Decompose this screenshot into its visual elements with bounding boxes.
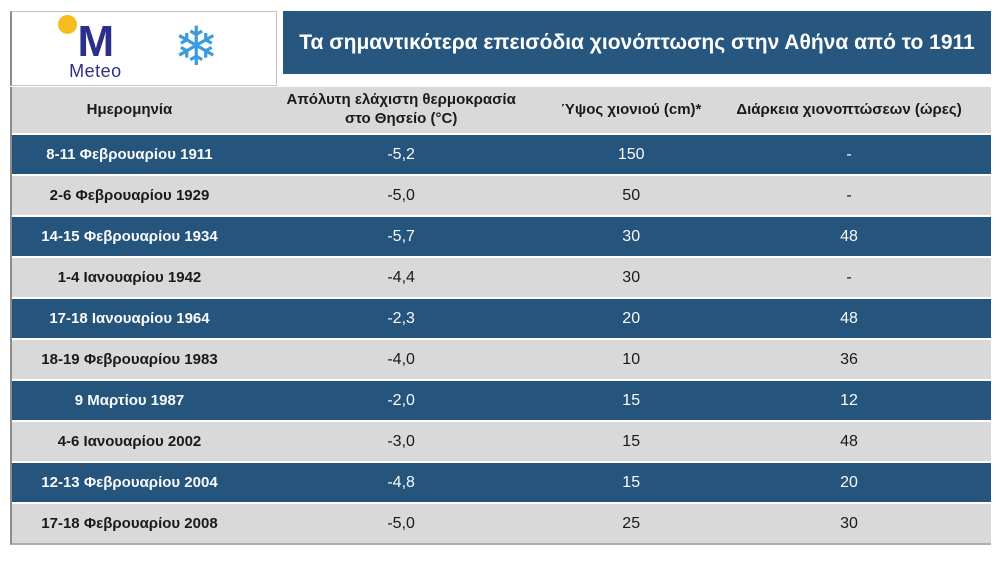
cell-min-temperature: -5,0 [387,186,415,204]
cell-snow-height: 10 [622,350,641,368]
meteo-logo-box: M Meteo ❄ [10,11,277,86]
header-snow-height: Ύψος χιονιού (cm)* [561,100,702,118]
cell-snowfall-duration: 30 [840,514,858,532]
cell-snowfall-duration: - [846,268,852,286]
snowflake-icon: ❄ [173,16,219,77]
cell-snow-height: 50 [622,186,641,204]
cell-snow-height: 150 [617,145,645,163]
cell-snowfall-duration: 20 [840,473,858,491]
cell-snowfall-duration: - [846,186,852,204]
table-row: 9 Μαρτίου 1987 -2,0 15 12 [12,381,991,420]
snowfall-table: Ημερομηνία Απόλυτη ελάχιστη θερμοκρασία … [10,87,991,545]
table-row: 12-13 Φεβρουαρίου 2004 -4,8 15 20 [12,463,991,502]
cell-snowfall-duration: - [846,145,852,163]
cell-min-temperature: -4,4 [387,268,415,286]
cell-snow-height: 25 [622,514,641,532]
cell-date: 14-15 Φεβρουαρίου 1934 [41,228,218,245]
cell-min-temperature: -2,0 [387,391,415,409]
cell-min-temperature: -5,2 [387,145,415,163]
cell-min-temperature: -4,8 [387,473,415,491]
meteo-wordmark: Meteo [69,61,122,82]
cell-snow-height: 15 [622,473,641,491]
cell-snow-height: 30 [622,227,641,245]
cell-date: 2-6 Φεβρουαρίου 1929 [49,187,210,204]
table-row: 17-18 Φεβρουαρίου 2008 -5,0 25 30 [12,504,991,543]
cell-min-temperature: -4,0 [387,350,415,368]
table-row: 4-6 Ιανουαρίου 2002 -3,0 15 48 [12,422,991,461]
table-row: 18-19 Φεβρουαρίου 1983 -4,0 10 36 [12,340,991,379]
page-title: Τα σημαντικότερα επεισόδια χιονόπτωσης σ… [283,11,991,74]
meteo-monogram: M [77,16,115,66]
cell-snow-height: 30 [622,268,641,286]
cell-date: 4-6 Ιανουαρίου 2002 [57,433,202,450]
meteo-logo: M Meteo [58,14,122,82]
cell-date: 17-18 Ιανουαρίου 1964 [49,310,210,327]
table-row: 8-11 Φεβρουαρίου 1911 -5,2 150 - [12,135,991,174]
table-row: 1-4 Ιανουαρίου 1942 -4,4 30 - [12,258,991,297]
cell-snowfall-duration: 36 [840,350,858,368]
table-row: 14-15 Φεβρουαρίου 1934 -5,7 30 48 [12,217,991,256]
cell-date: 1-4 Ιανουαρίου 1942 [57,269,202,286]
cell-snowfall-duration: 48 [840,227,858,245]
table-body: 8-11 Φεβρουαρίου 1911 -5,2 150 - 2-6 Φεβ… [12,135,991,543]
cell-date: 8-11 Φεβρουαρίου 1911 [46,146,213,163]
cell-min-temperature: -5,0 [387,514,415,532]
header-date: Ημερομηνία [86,100,173,118]
table-row: 17-18 Ιανουαρίου 1964 -2,3 20 48 [12,299,991,338]
cell-snow-height: 20 [622,309,641,327]
sun-dot-icon [58,14,78,34]
table-row: 2-6 Φεβρουαρίου 1929 -5,0 50 - [12,176,991,215]
header-snowfall-duration: Διάρκεια χιονοπτώσεων (ώρες) [736,100,962,118]
cell-snowfall-duration: 12 [840,391,858,409]
cell-date: 9 Μαρτίου 1987 [74,392,185,409]
cell-min-temperature: -2,3 [387,309,415,327]
cell-date: 17-18 Φεβρουαρίου 2008 [41,515,218,532]
cell-min-temperature: -3,0 [387,432,415,450]
cell-date: 18-19 Φεβρουαρίου 1983 [41,351,218,368]
cell-date: 12-13 Φεβρουαρίου 2004 [41,474,218,491]
table-header-row: Ημερομηνία Απόλυτη ελάχιστη θερμοκρασία … [12,87,991,133]
cell-snow-height: 15 [622,391,641,409]
cell-min-temperature: -5,7 [387,227,415,245]
cell-snow-height: 15 [622,432,641,450]
header-min-temperature: Απόλυτη ελάχιστη θερμοκρασία στο Θησείο … [286,91,516,127]
cell-snowfall-duration: 48 [840,432,858,450]
cell-snowfall-duration: 48 [840,309,858,327]
